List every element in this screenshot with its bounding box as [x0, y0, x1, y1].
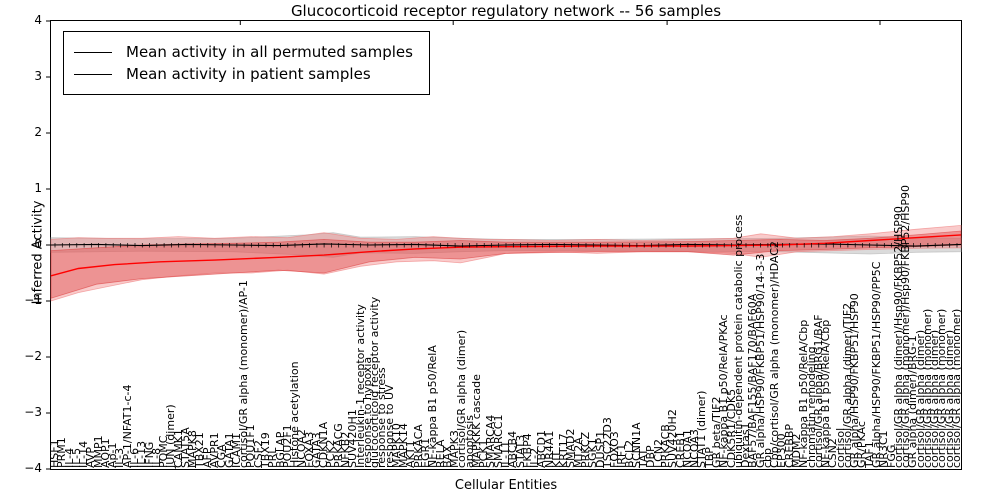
legend-line-sample-red	[74, 73, 112, 75]
patient-inner-band-band	[50, 230, 962, 299]
entity-tick-marks	[54, 243, 958, 248]
top-tick-marks	[239, 21, 881, 25]
y-tick-label: 1	[34, 181, 42, 195]
legend-line-sample-black	[74, 51, 112, 53]
patient-range-band	[50, 224, 962, 302]
x-tick-label: cortisol/GR alpha (monomer)	[950, 308, 963, 468]
y-tick-label: 3	[34, 69, 42, 83]
x-tick-label: GR alpha/HSP90/FKBP51/HSP90/14-3-3	[753, 253, 767, 468]
legend-label: Mean activity in all permuted samples	[126, 43, 413, 61]
plot-area: Mean activity in all permuted samples Me…	[46, 20, 962, 470]
legend-item-patient: Mean activity in patient samples	[74, 65, 413, 83]
y-tick-label: −1	[24, 293, 42, 307]
x-axis-label: Cellular Entities	[454, 478, 558, 493]
legend-item-permuted: Mean activity in all permuted samples	[74, 43, 413, 61]
y-tick-label: −4	[24, 461, 42, 475]
legend: Mean activity in all permuted samples Me…	[63, 31, 430, 95]
y-tick-label: 2	[34, 125, 42, 139]
legend-label: Mean activity in patient samples	[126, 65, 371, 83]
chart-title: Glucocorticoid receptor regulatory netwo…	[290, 2, 722, 20]
chart-svg	[46, 20, 962, 470]
y-tick-label: 0	[34, 237, 42, 251]
y-tick-label: 4	[34, 13, 42, 27]
y-tick-label: −3	[24, 405, 42, 419]
patient-mean-line	[50, 234, 962, 277]
y-axis-label: Inferred Activity	[30, 200, 46, 305]
y-tick-marks	[46, 20, 51, 470]
y-tick-label: −2	[24, 349, 42, 363]
